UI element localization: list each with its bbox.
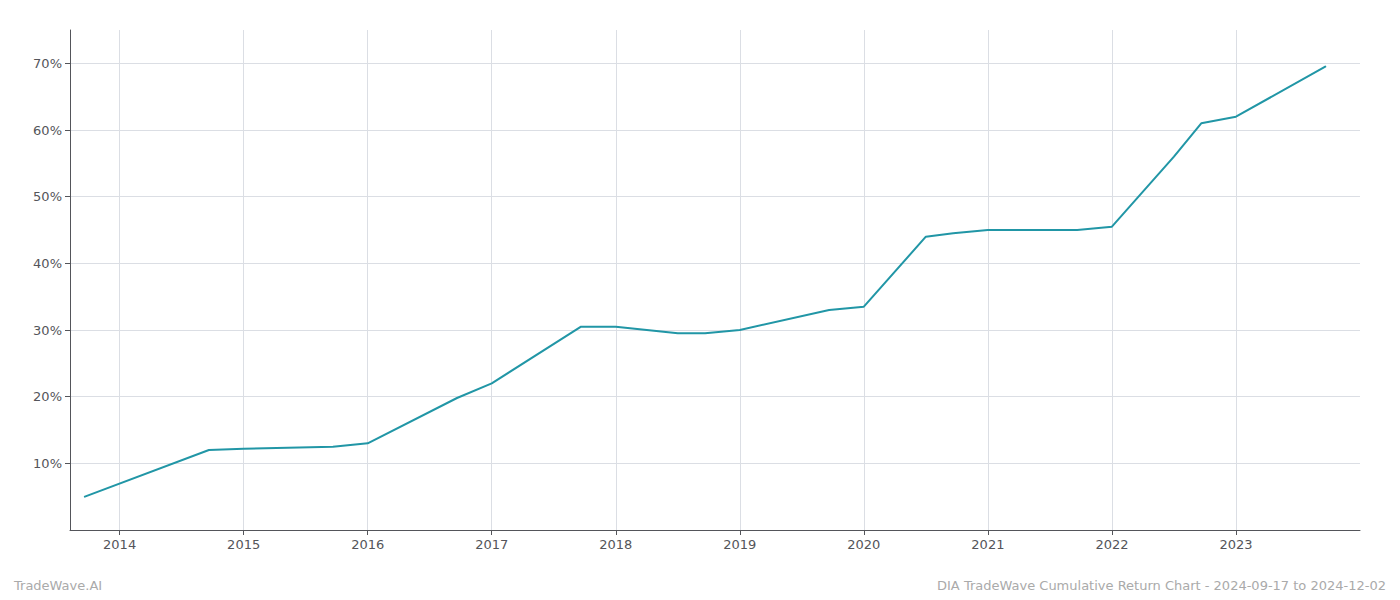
- svg-text:60%: 60%: [33, 123, 62, 138]
- svg-text:50%: 50%: [33, 189, 62, 204]
- svg-text:2021: 2021: [971, 537, 1004, 552]
- svg-text:DIA TradeWave Cumulative Retur: DIA TradeWave Cumulative Return Chart - …: [937, 578, 1386, 593]
- svg-text:40%: 40%: [33, 256, 62, 271]
- svg-text:2023: 2023: [1219, 537, 1252, 552]
- svg-text:30%: 30%: [33, 323, 62, 338]
- svg-text:2020: 2020: [847, 537, 880, 552]
- svg-text:2017: 2017: [475, 537, 508, 552]
- svg-text:20%: 20%: [33, 389, 62, 404]
- svg-text:2016: 2016: [351, 537, 384, 552]
- svg-text:2018: 2018: [599, 537, 632, 552]
- svg-text:2022: 2022: [1095, 537, 1128, 552]
- svg-text:10%: 10%: [33, 456, 62, 471]
- svg-text:2014: 2014: [103, 537, 136, 552]
- svg-text:70%: 70%: [33, 56, 62, 71]
- svg-text:TradeWave.AI: TradeWave.AI: [13, 578, 102, 593]
- svg-text:2019: 2019: [723, 537, 756, 552]
- svg-text:2015: 2015: [227, 537, 260, 552]
